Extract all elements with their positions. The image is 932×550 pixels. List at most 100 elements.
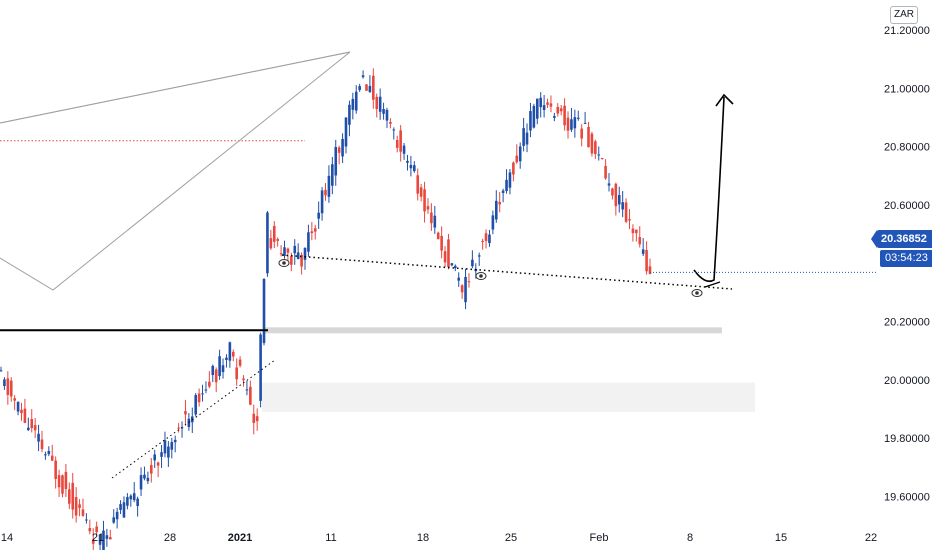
candle-body xyxy=(317,212,320,219)
candle xyxy=(450,262,454,267)
candle xyxy=(218,349,221,380)
candle xyxy=(413,161,416,173)
candle-body xyxy=(91,539,95,544)
candle xyxy=(638,226,642,248)
time-tick-label: 8 xyxy=(687,532,693,544)
candle-body xyxy=(259,334,262,401)
price-tick-label: 20.80000 xyxy=(884,142,930,154)
price-tick-label: 20.20000 xyxy=(884,317,930,329)
candle-body xyxy=(208,381,211,387)
candle xyxy=(95,521,98,537)
candle xyxy=(518,142,522,169)
candle-body xyxy=(177,427,180,429)
time-tick-label: 28 xyxy=(164,532,176,544)
candle-body xyxy=(276,238,279,241)
candle xyxy=(454,264,457,272)
candle xyxy=(245,380,249,396)
candle-body xyxy=(549,103,553,107)
candle-body xyxy=(529,111,532,131)
price-tick-label: 20.00000 xyxy=(884,375,930,387)
candle xyxy=(324,182,327,201)
candle xyxy=(44,451,47,460)
candle xyxy=(98,533,102,550)
eye-pupil xyxy=(282,261,286,265)
candle xyxy=(0,366,3,372)
candle-body xyxy=(81,509,85,516)
candle xyxy=(78,499,81,517)
time-axis[interactable]: 14 21 28 2021 11 18 25 Feb 8 15 22 xyxy=(1,532,877,544)
candle-body xyxy=(300,254,303,267)
candle xyxy=(645,241,648,275)
candle-body xyxy=(621,202,624,210)
candle xyxy=(177,423,180,433)
candle xyxy=(501,188,505,203)
candle-body xyxy=(3,379,6,387)
time-tick-label: 25 xyxy=(505,532,517,544)
candle-body xyxy=(310,231,314,234)
candle-body xyxy=(559,108,563,112)
price-axis[interactable]: 21.2000021.0000020.8000020.6000020.40000… xyxy=(884,25,930,550)
candle xyxy=(27,417,30,432)
candle-body xyxy=(413,165,416,172)
candle xyxy=(214,367,218,393)
candle xyxy=(252,404,256,435)
candle-body xyxy=(50,455,54,461)
candle-body xyxy=(334,146,338,176)
annotation-layer-front xyxy=(0,93,876,479)
candle xyxy=(587,121,590,148)
time-tick-label: 15 xyxy=(775,532,787,544)
candle-body xyxy=(399,130,402,152)
candle-body xyxy=(85,519,88,521)
candle-body xyxy=(553,116,556,118)
candle-body xyxy=(320,190,324,214)
candle-body xyxy=(143,474,146,479)
candle xyxy=(296,243,300,260)
candle xyxy=(331,156,334,195)
candle-body xyxy=(430,212,433,224)
candle xyxy=(559,104,563,116)
candle xyxy=(546,98,549,108)
candle-body xyxy=(389,121,392,124)
candle-body xyxy=(604,165,607,179)
candle xyxy=(129,494,133,507)
candle-body xyxy=(628,219,631,221)
candle xyxy=(3,377,6,390)
candle-body xyxy=(443,251,447,263)
candle-body xyxy=(78,504,81,508)
candle-body xyxy=(447,239,450,268)
candle-body xyxy=(460,285,464,293)
candle xyxy=(57,469,61,498)
candle-body xyxy=(293,245,297,254)
candle xyxy=(313,224,317,240)
projection-arrow xyxy=(693,96,725,283)
candle-body xyxy=(266,212,269,274)
candle-body xyxy=(218,356,221,376)
candle xyxy=(481,238,484,250)
currency-badge[interactable]: ZAR xyxy=(890,6,918,24)
candle xyxy=(167,441,170,467)
candle-body xyxy=(378,96,382,112)
candle-body xyxy=(484,233,488,241)
candle-body xyxy=(450,263,454,266)
candle xyxy=(491,210,495,235)
candle-body xyxy=(375,96,379,109)
candle xyxy=(358,83,361,92)
candle-body xyxy=(37,433,40,442)
candle-body xyxy=(160,452,163,457)
candle-body xyxy=(279,253,283,255)
candle-body xyxy=(272,225,276,242)
candle xyxy=(139,467,143,496)
time-tick-label: 18 xyxy=(417,532,429,544)
candle-body xyxy=(170,442,174,450)
candle xyxy=(149,457,153,483)
candle-body xyxy=(590,133,594,154)
candle xyxy=(64,463,68,497)
candle-body xyxy=(129,495,133,500)
candle xyxy=(351,92,355,120)
candle-body xyxy=(539,97,542,108)
time-tick-label: 14 xyxy=(1,532,13,544)
candle-body xyxy=(481,240,484,242)
candle-body xyxy=(464,276,467,303)
